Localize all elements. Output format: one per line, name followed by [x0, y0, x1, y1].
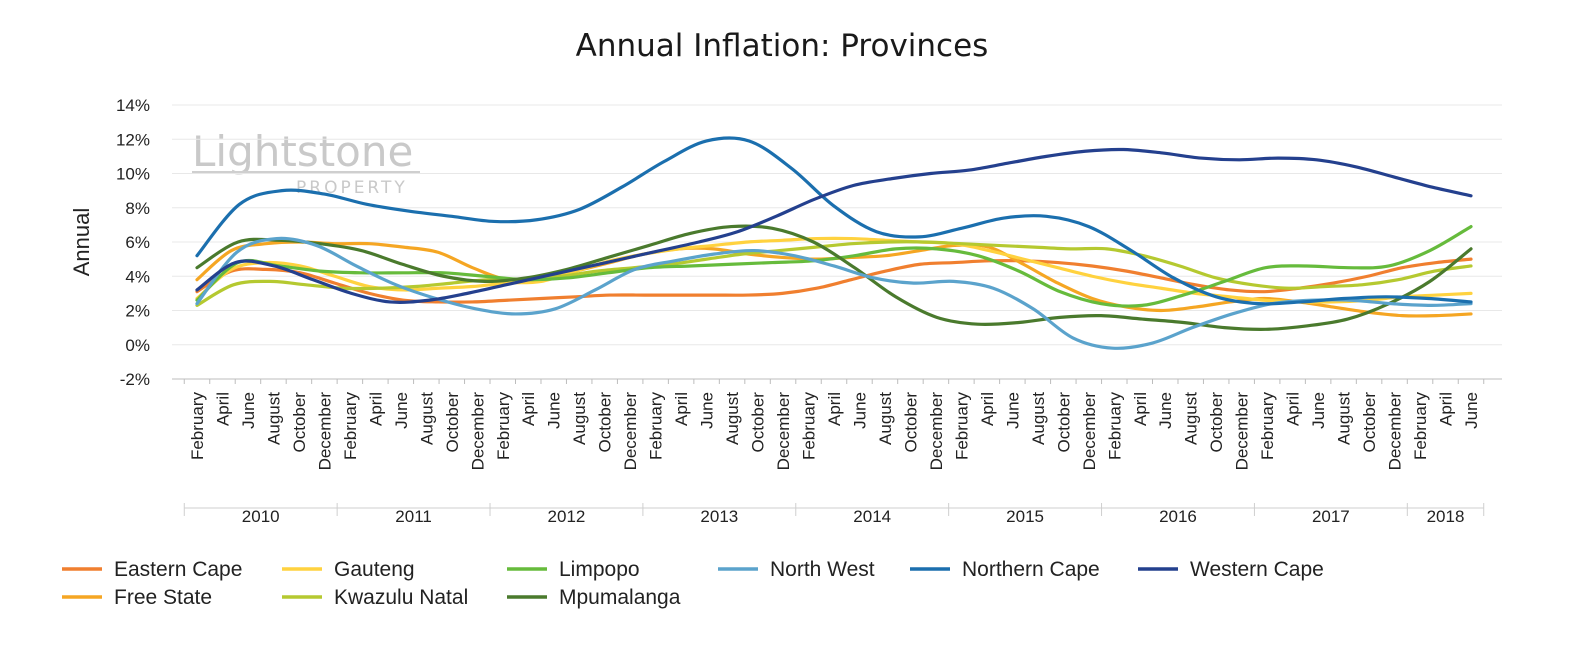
- x-month-label: February: [647, 392, 666, 461]
- x-month-label: February: [341, 392, 360, 461]
- x-year-label: 2018: [1427, 507, 1465, 526]
- x-month-label: June: [392, 392, 411, 429]
- watermark-subtext: PROPERTY: [296, 178, 408, 198]
- x-month-label: December: [621, 392, 640, 471]
- x-month-label: August: [723, 392, 742, 445]
- x-year-label: 2012: [548, 507, 586, 526]
- x-month-label: December: [774, 392, 793, 471]
- x-year-label: 2013: [700, 507, 738, 526]
- y-tick-label: 14%: [116, 96, 150, 115]
- x-month-label: August: [1335, 392, 1354, 445]
- legend-label-eastern-cape: Eastern Cape: [114, 558, 242, 581]
- x-month-label: April: [213, 392, 232, 426]
- watermark-text: Lightstone: [192, 127, 413, 176]
- legend-label-limpopo: Limpopo: [559, 558, 640, 581]
- x-month-label: December: [468, 392, 487, 471]
- legend-label-free-state: Free State: [114, 586, 212, 609]
- x-month-label: October: [443, 392, 462, 453]
- x-month-label: April: [366, 392, 385, 426]
- x-month-label: June: [1003, 392, 1022, 429]
- series-line-limpopo: [195, 224, 1473, 308]
- legend: Eastern Cape Gauteng Limpopo North West Nort…: [62, 558, 1324, 609]
- x-axis: February April June August October December Fe…: [172, 378, 1502, 526]
- x-month-label: June: [1309, 392, 1328, 429]
- x-month-label: February: [1258, 392, 1277, 461]
- x-month-label: April: [672, 392, 691, 426]
- y-tick-label: 2%: [125, 302, 150, 321]
- x-month-label: June: [1462, 392, 1481, 429]
- x-year-label: 2011: [395, 507, 432, 526]
- x-month-label: April: [519, 392, 538, 426]
- y-tick-label: 8%: [125, 199, 150, 218]
- x-year-label: 2015: [1006, 507, 1044, 526]
- chart-title: Annual Inflation: Provinces: [576, 28, 989, 64]
- series-line-north-west: [195, 236, 1473, 350]
- x-month-label: October: [901, 392, 920, 453]
- x-month-label: August: [1182, 392, 1201, 445]
- x-year-label: 2017: [1312, 507, 1350, 526]
- series-line-western-cape: [195, 147, 1473, 304]
- x-year-label: 2014: [853, 507, 891, 526]
- x-month-label: April: [825, 392, 844, 426]
- x-month-label: February: [1411, 392, 1430, 461]
- y-tick-label: 12%: [116, 130, 150, 149]
- x-month-label: June: [239, 392, 258, 429]
- x-month-label: October: [1207, 392, 1226, 453]
- x-month-label: October: [290, 392, 309, 453]
- series-line-northern-cape: [195, 136, 1473, 306]
- y-tick-label: 0%: [125, 336, 150, 355]
- x-year-label: 2010: [242, 507, 280, 526]
- x-month-label: August: [417, 392, 436, 445]
- y-axis-ticks: -2% 0% 2% 4% 6% 8% 10% 12% 14%: [116, 96, 150, 389]
- x-month-label: February: [800, 392, 819, 461]
- x-month-label: August: [1029, 392, 1048, 445]
- x-month-label: December: [1386, 392, 1405, 471]
- legend-label-north-west: North West: [770, 558, 875, 581]
- x-month-label: December: [1233, 392, 1252, 471]
- x-month-label: October: [1360, 392, 1379, 453]
- x-month-label: August: [264, 392, 283, 445]
- y-tick-label: 10%: [116, 165, 150, 184]
- x-month-label: October: [596, 392, 615, 453]
- x-month-label: June: [698, 392, 717, 429]
- y-axis-label: Annual: [69, 208, 94, 277]
- series-line-mpumalanga: [195, 224, 1473, 331]
- x-year-label: 2016: [1159, 507, 1197, 526]
- x-month-label: December: [1080, 392, 1099, 471]
- x-month-label: October: [749, 392, 768, 453]
- x-month-label: April: [1437, 392, 1456, 426]
- x-month-label: December: [927, 392, 946, 471]
- x-month-label: February: [1105, 392, 1124, 461]
- legend-label-gauteng: Gauteng: [334, 558, 415, 581]
- legend-label-kwazulu-natal: Kwazulu Natal: [334, 586, 468, 609]
- x-month-label: October: [1054, 392, 1073, 453]
- y-tick-label: 4%: [125, 267, 150, 286]
- series-line-gauteng: [195, 236, 1473, 304]
- x-month-label: June: [1156, 392, 1175, 429]
- series-line-kwazulu-natal: [195, 240, 1473, 307]
- x-month-label: August: [876, 392, 895, 445]
- x-month-label: June: [545, 392, 564, 429]
- x-month-label: February: [188, 392, 207, 461]
- x-month-label: June: [850, 392, 869, 429]
- x-month-label: April: [978, 392, 997, 426]
- y-tick-label: 6%: [125, 233, 150, 252]
- y-tick-label: -2%: [120, 370, 150, 389]
- x-month-label: December: [315, 392, 334, 471]
- x-month-label: February: [952, 392, 971, 461]
- x-month-label: August: [570, 392, 589, 445]
- watermark-logo: Lightstone PROPERTY: [192, 127, 420, 198]
- series-lines: [195, 136, 1473, 350]
- legend-label-mpumalanga: Mpumalanga: [559, 586, 681, 609]
- legend-label-northern-cape: Northern Cape: [962, 558, 1100, 581]
- x-month-label: April: [1131, 392, 1150, 426]
- legend-label-western-cape: Western Cape: [1190, 558, 1324, 581]
- x-month-label: April: [1284, 392, 1303, 426]
- x-month-label: February: [494, 392, 513, 461]
